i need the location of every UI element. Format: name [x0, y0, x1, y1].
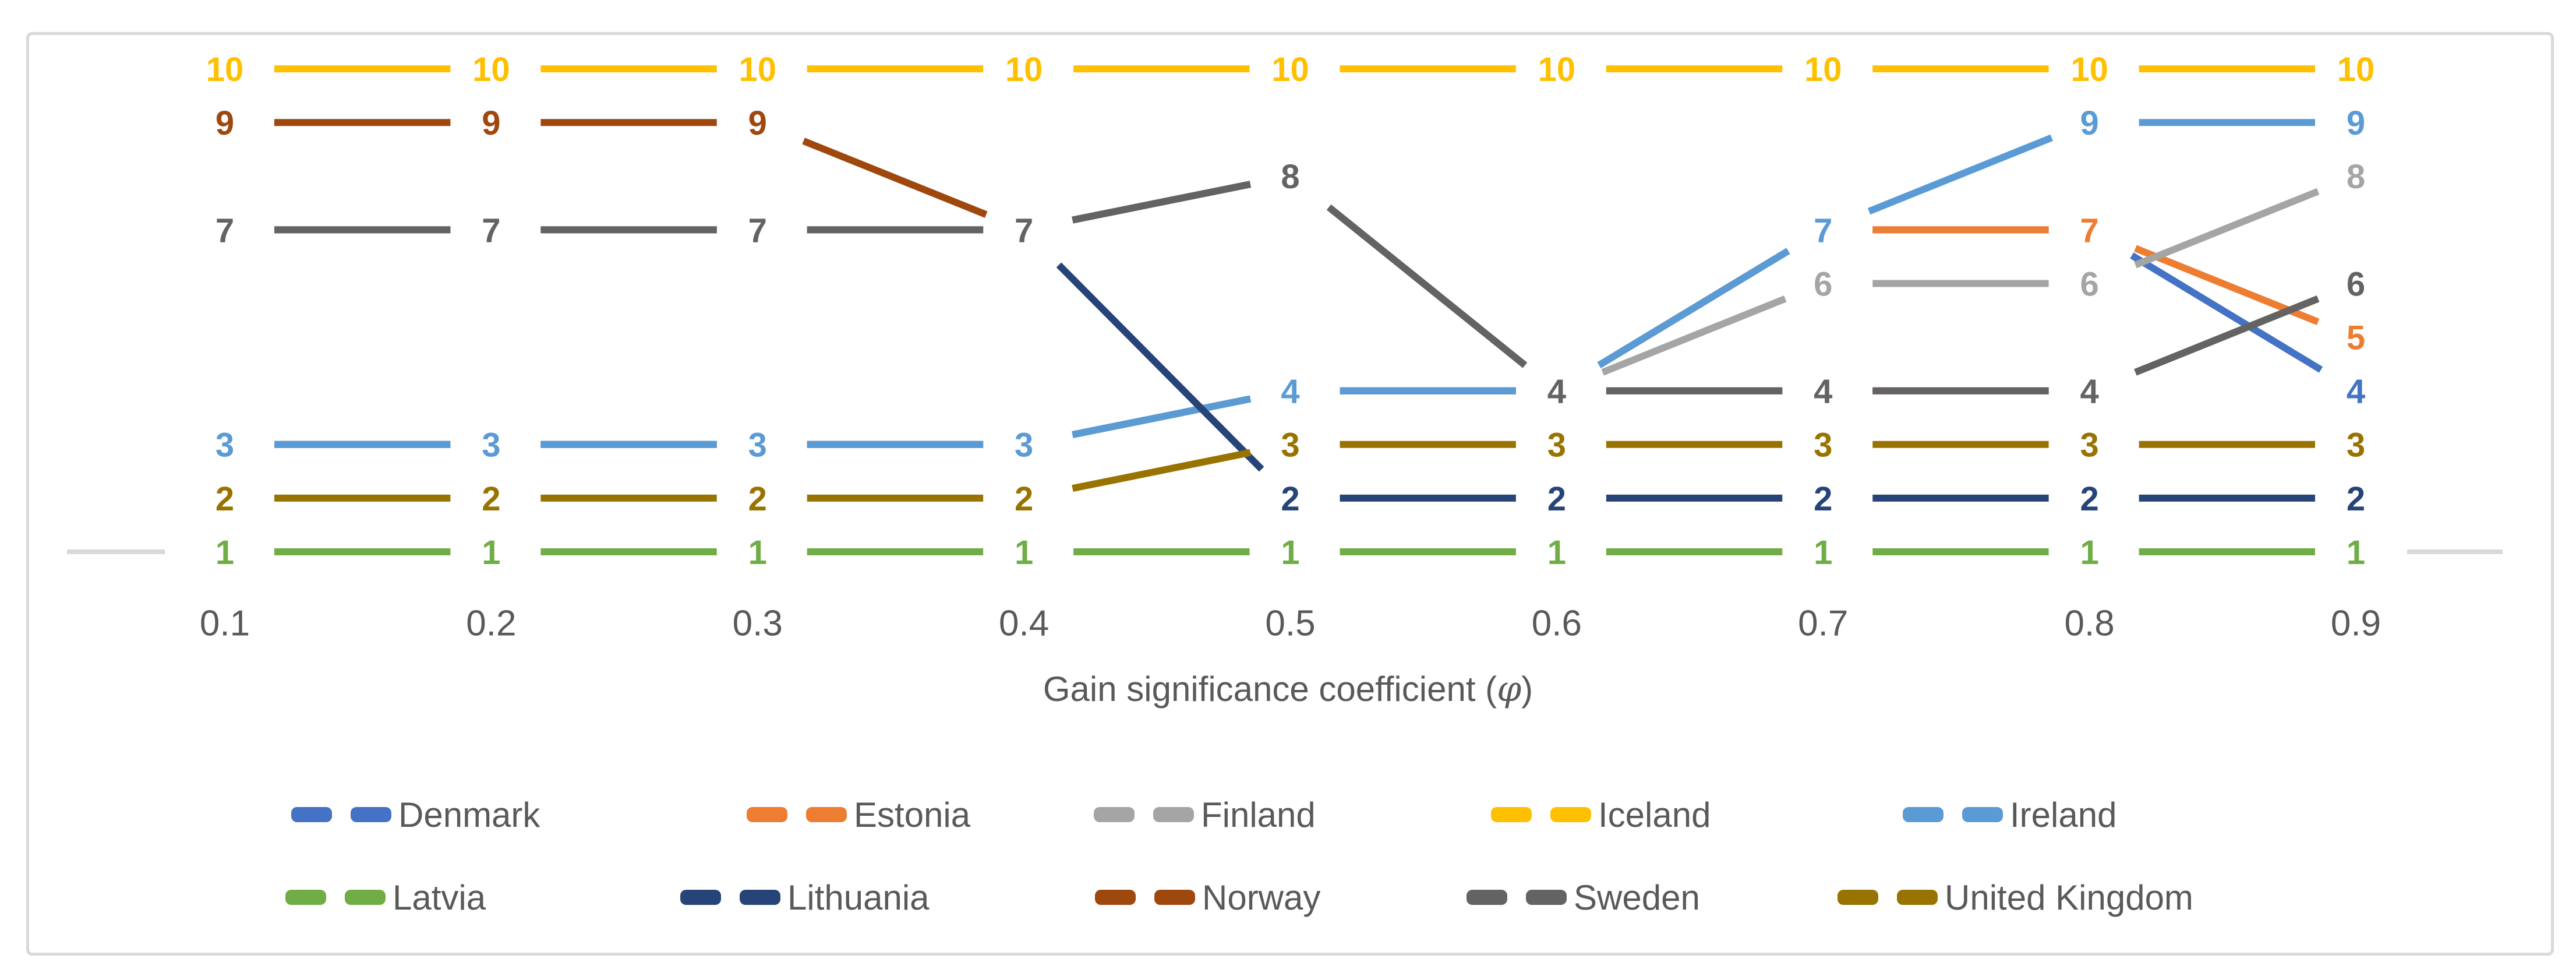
data-label-united-kingdom: 2: [748, 480, 767, 518]
data-label-ireland: 3: [748, 427, 767, 464]
data-label-sweden: 7: [748, 212, 767, 249]
series-segment-norway: [802, 138, 988, 218]
data-label-norway: 9: [748, 104, 767, 142]
data-label-lithuania: 2: [1814, 480, 1832, 518]
series-segment-sweden: [2134, 295, 2320, 376]
x-tick-label: 0.9: [2331, 603, 2381, 643]
data-label-finland: 6: [2080, 265, 2098, 303]
x-tick-label: 0.6: [1532, 603, 1582, 643]
data-label-sweden: 4: [1547, 373, 1566, 411]
x-axis-title: Gain significance coefficient (φ): [0, 669, 2576, 710]
data-label-united-kingdom: 3: [1814, 427, 1832, 464]
data-label-iceland: 10: [2337, 51, 2375, 89]
data-label-lithuania: 2: [1547, 480, 1566, 518]
data-label-ireland: 7: [1814, 212, 1832, 249]
data-label-united-kingdom: 3: [1547, 427, 1566, 464]
data-label-lithuania: 2: [2080, 480, 2098, 518]
series-segment-ireland: [1867, 134, 2053, 215]
data-label-estonia: 5: [2347, 319, 2365, 357]
data-label-sweden: 8: [1281, 158, 1299, 196]
data-label-ireland: 3: [215, 427, 234, 464]
data-label-lithuania: 2: [1281, 480, 1299, 518]
data-label-sweden: 7: [215, 212, 234, 249]
x-tick-label: 0.8: [2065, 603, 2115, 643]
series-segment-finland: [2134, 188, 2320, 269]
data-label-iceland: 10: [1271, 51, 1309, 89]
data-label-sweden: 6: [2347, 265, 2365, 303]
series-segment-ireland: [1072, 395, 1252, 438]
data-label-latvia: 1: [2080, 534, 2098, 572]
data-label-iceland: 10: [738, 51, 776, 89]
chart-border: [26, 32, 2554, 956]
data-label-united-kingdom: 2: [1015, 480, 1033, 518]
data-label-latvia: 1: [748, 534, 767, 572]
series-segment-lithuania: [1056, 262, 1264, 472]
data-label-norway: 9: [482, 104, 500, 142]
data-label-denmark: 4: [2347, 373, 2365, 411]
data-label-iceland: 10: [1538, 51, 1576, 89]
data-label-estonia: 7: [2080, 212, 2098, 249]
data-label-finland: 8: [2347, 158, 2365, 196]
data-label-united-kingdom: 3: [2080, 427, 2098, 464]
data-label-iceland: 10: [472, 51, 510, 89]
series-segment-denmark: [2130, 252, 2323, 373]
x-tick-label: 0.1: [200, 603, 250, 643]
data-label-latvia: 1: [2347, 534, 2365, 572]
data-label-latvia: 1: [482, 534, 500, 572]
series-segment-sweden: [1072, 181, 1252, 224]
x-axis-title-text: Gain significance coefficient (: [1043, 670, 1497, 709]
data-label-finland: 6: [1814, 265, 1832, 303]
data-label-united-kingdom: 3: [1281, 427, 1299, 464]
data-label-ireland: 4: [1281, 373, 1299, 411]
x-tick-label: 0.5: [1265, 603, 1315, 643]
data-label-united-kingdom: 2: [482, 480, 500, 518]
data-label-ireland: 3: [482, 427, 500, 464]
series-segment-sweden: [1326, 204, 1528, 368]
series-segment-united-kingdom: [1072, 449, 1252, 492]
data-label-iceland: 10: [2070, 51, 2108, 89]
data-label-latvia: 1: [1814, 534, 1832, 572]
data-label-ireland: 9: [2080, 104, 2098, 142]
data-label-iceland: 10: [1005, 51, 1043, 89]
data-label-latvia: 1: [215, 534, 234, 572]
series-segment-finland: [1601, 295, 1787, 376]
data-label-ireland: 3: [1015, 427, 1033, 464]
data-label-ireland: 9: [2347, 104, 2365, 142]
x-axis-title-close: ): [1521, 670, 1533, 709]
x-tick-label: 0.3: [733, 603, 783, 643]
data-label-latvia: 1: [1281, 534, 1299, 572]
data-label-latvia: 1: [1547, 534, 1566, 572]
x-tick-label: 0.2: [466, 603, 516, 643]
data-label-united-kingdom: 3: [2347, 427, 2365, 464]
data-label-sweden: 7: [482, 212, 500, 249]
data-label-iceland: 10: [1804, 51, 1842, 89]
data-label-sweden: 4: [1814, 373, 1832, 411]
data-label-norway: 9: [215, 104, 234, 142]
data-label-latvia: 1: [1015, 534, 1033, 572]
data-label-sweden: 7: [1015, 212, 1033, 249]
data-label-sweden: 4: [2080, 373, 2098, 411]
series-segment-ireland: [1597, 248, 1790, 368]
x-tick-label: 0.4: [999, 603, 1049, 643]
data-label-iceland: 10: [206, 51, 244, 89]
x-tick-label: 0.7: [1798, 603, 1848, 643]
phi-symbol: φ: [1497, 669, 1522, 710]
data-label-united-kingdom: 2: [215, 480, 234, 518]
data-label-lithuania: 2: [2347, 480, 2365, 518]
